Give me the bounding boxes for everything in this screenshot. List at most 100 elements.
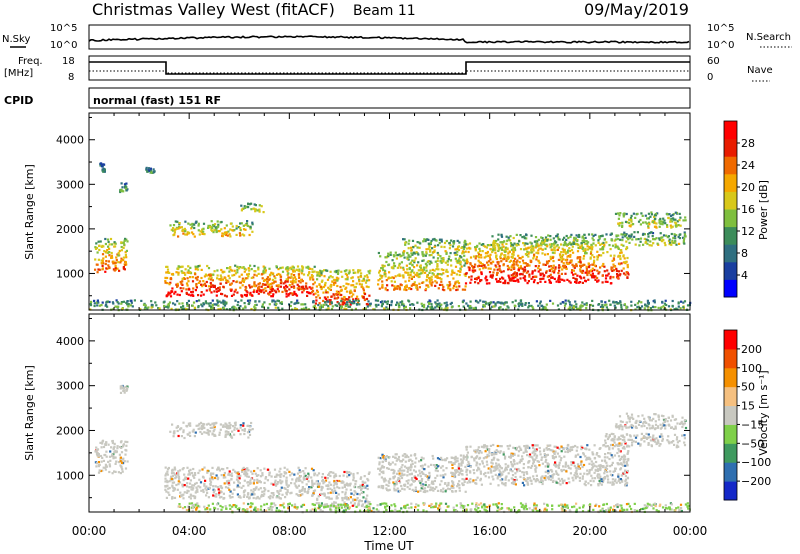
echo-region (240, 202, 265, 214)
echo-cell (180, 494, 183, 497)
echo-cell (453, 456, 456, 460)
echo-cell (382, 269, 385, 272)
echo-cell (669, 224, 672, 227)
echo-cell (526, 472, 529, 475)
echo-cell (247, 267, 250, 270)
echo-cell (202, 280, 205, 283)
echo-cell (119, 458, 122, 461)
echo-cell (409, 307, 412, 310)
echo-cell (365, 497, 368, 500)
echo-cell (461, 483, 465, 487)
echo-cell (189, 294, 192, 297)
echo-cell (414, 461, 417, 464)
echo-cell (191, 293, 194, 296)
echo-cell (219, 282, 222, 285)
echo-cell (317, 303, 320, 307)
echo-cell (311, 483, 314, 486)
echo-cell (382, 478, 385, 481)
echo-cell (183, 277, 186, 280)
echo-cell (408, 267, 411, 271)
echo-cell (579, 260, 582, 264)
echo-cell (207, 433, 210, 436)
echo-cell (416, 246, 419, 249)
echo-cell (484, 266, 487, 269)
echo-cell (630, 220, 633, 223)
echo-cell (150, 300, 153, 303)
echo-cell (253, 282, 256, 285)
echo-cell (206, 491, 209, 494)
echo-cell (616, 275, 619, 278)
echo-cell (209, 285, 213, 288)
echo-cell (664, 222, 667, 225)
echo-cell (368, 501, 371, 504)
echo-cell (380, 466, 383, 469)
echo-cell (173, 231, 176, 234)
echo-cell (524, 242, 527, 245)
echo-cell (98, 469, 101, 472)
echo-cell (437, 303, 440, 306)
echo-cell (292, 277, 295, 280)
echo-cell (665, 303, 668, 307)
echo-cell (565, 267, 568, 270)
echo-cell (454, 248, 457, 251)
echo-cell (494, 302, 497, 305)
echo-cell (582, 249, 585, 252)
echo-cell (499, 306, 502, 309)
echo-cell (410, 473, 413, 476)
echo-cell (621, 225, 624, 228)
echo-cell (227, 473, 230, 476)
echo-cell (196, 275, 199, 279)
echo-cell (508, 250, 511, 254)
echo-cell (258, 285, 261, 288)
echo-cell (97, 471, 101, 474)
echo-cell (383, 307, 386, 310)
echo-cell (500, 260, 503, 263)
echo-cell (483, 264, 486, 267)
echo-cell (119, 460, 122, 463)
echo-cell (339, 285, 342, 289)
echo-cell (431, 268, 434, 271)
echo-cell (105, 450, 108, 453)
echo-cell (386, 302, 389, 306)
echo-cell (671, 304, 674, 307)
echo-cell (281, 307, 284, 310)
echo-cell (350, 291, 353, 294)
echo-cell (346, 498, 349, 501)
echo-cell (222, 285, 225, 288)
echo-cell (205, 431, 208, 434)
echo-cell (451, 245, 455, 248)
cpid-text: normal (fast) 151 RF (93, 94, 221, 107)
echo-cell (333, 294, 336, 297)
echo-cell (125, 249, 128, 252)
echo-cell (173, 496, 177, 499)
echo-cell (499, 277, 502, 280)
echo-cell (340, 297, 343, 300)
echo-cell (177, 483, 180, 486)
echo-cell (188, 471, 191, 474)
echo-cell (140, 299, 143, 302)
echo-cell (526, 250, 529, 253)
echo-cell (509, 242, 513, 245)
echo-cell (414, 244, 417, 247)
echo-cell (361, 279, 364, 283)
echo-cell (581, 301, 584, 304)
echo-cell (637, 238, 640, 241)
echo-cell (187, 422, 190, 425)
echo-cell (225, 480, 229, 483)
nave-trace (89, 70, 690, 74)
echo-cell (520, 257, 523, 260)
echo-cell (581, 236, 584, 239)
echo-cell (647, 233, 650, 236)
echo-cell (332, 278, 336, 281)
echo-cell (454, 455, 457, 458)
echo-cell (166, 306, 169, 309)
echo-cell (333, 476, 336, 479)
echo-cell (101, 301, 104, 304)
echo-cell (514, 279, 517, 283)
echo-cell (585, 304, 588, 307)
echo-cell (167, 302, 170, 306)
echo-cell (495, 239, 498, 243)
echo-cell (442, 257, 445, 260)
echo-cell (663, 219, 666, 222)
echo-cell (345, 496, 348, 499)
